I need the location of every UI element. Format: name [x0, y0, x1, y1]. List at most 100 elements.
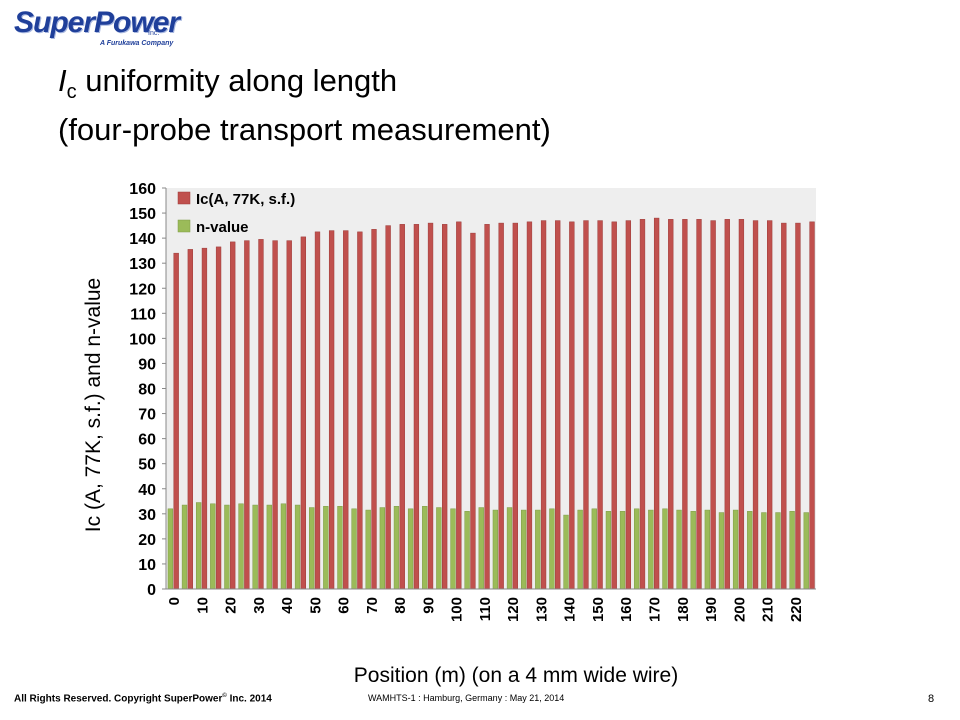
- slide-title-line1: Ic uniformity along length: [58, 62, 551, 111]
- bar-n-value-225: [803, 512, 809, 590]
- bar-ic-10: [201, 247, 208, 590]
- bar-ic-50: [314, 231, 321, 590]
- bar-n-value-35: [266, 504, 272, 590]
- y-tick-label-50: 50: [138, 457, 156, 474]
- logo-tagline: A Furukawa Company: [100, 40, 174, 47]
- bar-n-value-75: [379, 507, 385, 590]
- bar-ic-25: [244, 240, 250, 590]
- bar-ic-205: [752, 220, 759, 590]
- y-tick-label-40: 40: [138, 482, 156, 499]
- bar-ic-165: [639, 219, 646, 590]
- y-tick-label-160: 160: [129, 181, 156, 198]
- bar-ic-85: [413, 224, 420, 590]
- bar-ic-95: [442, 224, 448, 590]
- bar-n-value-95: [436, 507, 442, 590]
- bar-n-value-130: [535, 509, 541, 590]
- x-tick-label-170: 170: [647, 597, 664, 622]
- bar-n-value-145: [577, 509, 583, 590]
- x-tick-label-30: 30: [251, 597, 268, 614]
- x-tick-label-160: 160: [618, 597, 635, 622]
- slide-title: Ic uniformity along length (four-probe t…: [58, 62, 551, 149]
- bar-n-value-155: [605, 511, 612, 590]
- bar-n-value-20: [224, 504, 230, 590]
- bar-ic-135: [555, 220, 561, 590]
- footer-rights-end: Inc. 2014: [226, 693, 272, 705]
- bar-n-value-40: [280, 503, 287, 590]
- x-tick-label-70: 70: [364, 597, 381, 614]
- bar-n-value-180: [676, 509, 682, 590]
- bar-ic-90: [427, 222, 434, 590]
- superpower-logo: SuperPower Inc. A Furukawa Company: [14, 6, 180, 48]
- bar-ic-175: [668, 219, 674, 590]
- x-tick-label-190: 190: [703, 597, 720, 622]
- footer-reg-mark: ©: [222, 693, 227, 699]
- x-tick-label-150: 150: [590, 597, 607, 622]
- bar-ic-20: [230, 241, 236, 590]
- bar-ic-155: [611, 221, 617, 590]
- x-tick-label-40: 40: [279, 597, 296, 614]
- y-tick-label-90: 90: [138, 356, 156, 373]
- x-tick-label-180: 180: [675, 597, 692, 622]
- bar-ic-5: [187, 249, 193, 590]
- bar-ic-220: [795, 222, 801, 590]
- bar-ic-35: [272, 240, 278, 590]
- bar-ic-75: [385, 225, 391, 590]
- bar-n-value-205: [747, 511, 753, 590]
- bar-ic-0: [173, 252, 179, 590]
- bar-ic-65: [357, 231, 363, 590]
- bar-ic-40: [286, 240, 292, 590]
- x-tick-label-20: 20: [223, 597, 240, 614]
- bar-ic-190: [710, 220, 716, 590]
- footer-copyright: All Rights Reserved. Copyright SuperPowe…: [14, 693, 272, 704]
- legend-label-1: n-value: [196, 219, 249, 236]
- bar-ic-160: [625, 220, 632, 590]
- x-tick-label-0: 0: [166, 597, 183, 605]
- bar-n-value-150: [591, 508, 597, 590]
- y-tick-label-30: 30: [138, 507, 156, 524]
- bar-n-value-170: [648, 509, 654, 590]
- title-line1-text: uniformity along length: [76, 63, 398, 98]
- bar-n-value-80: [393, 506, 400, 590]
- bar-n-value-85: [407, 508, 414, 590]
- x-tick-label-130: 130: [533, 597, 550, 622]
- bar-ic-145: [583, 220, 589, 590]
- bar-n-value-65: [351, 508, 357, 590]
- bar-n-value-195: [718, 512, 725, 590]
- bar-ic-185: [696, 219, 702, 590]
- bar-n-value-115: [492, 509, 499, 590]
- bar-ic-30: [258, 239, 264, 590]
- x-tick-label-120: 120: [505, 597, 522, 622]
- bar-n-value-165: [634, 508, 640, 590]
- bar-n-value-110: [478, 507, 484, 590]
- y-tick-label-140: 140: [129, 231, 156, 248]
- x-tick-label-50: 50: [307, 597, 324, 614]
- bar-ic-180: [682, 219, 688, 590]
- bar-ic-125: [526, 221, 533, 590]
- y-tick-label-100: 100: [129, 331, 156, 348]
- bar-n-value-210: [761, 512, 767, 590]
- bar-ic-55: [328, 230, 335, 590]
- x-tick-label-90: 90: [420, 597, 437, 614]
- x-tick-label-100: 100: [449, 597, 466, 622]
- x-axis-label: Position (m) (on a 4 mm wide wire): [353, 664, 679, 687]
- footer-rights: All Rights Reserved. Copyright SuperPowe…: [14, 693, 223, 705]
- bar-n-value-55: [323, 506, 329, 590]
- bar-n-value-200: [732, 509, 739, 590]
- bar-ic-140: [569, 221, 575, 590]
- bar-ic-215: [781, 222, 787, 590]
- x-tick-label-110: 110: [477, 597, 494, 621]
- bar-n-value-15: [210, 503, 216, 590]
- x-tick-label-60: 60: [336, 597, 353, 614]
- y-axis-label: Ic (A, 77K, s.f.) and n-value: [82, 277, 105, 533]
- bar-n-value-140: [563, 514, 569, 590]
- bar-ic-45: [300, 236, 307, 590]
- page-number: 8: [928, 693, 935, 705]
- y-tick-label-10: 10: [138, 557, 156, 574]
- bar-ic-195: [724, 219, 730, 590]
- logo-wordmark: SuperPower: [14, 6, 180, 39]
- y-tick-label-130: 130: [129, 256, 156, 273]
- x-tick-label-80: 80: [392, 597, 409, 614]
- logo-inc: Inc.: [148, 30, 160, 37]
- bar-n-value-90: [422, 506, 428, 590]
